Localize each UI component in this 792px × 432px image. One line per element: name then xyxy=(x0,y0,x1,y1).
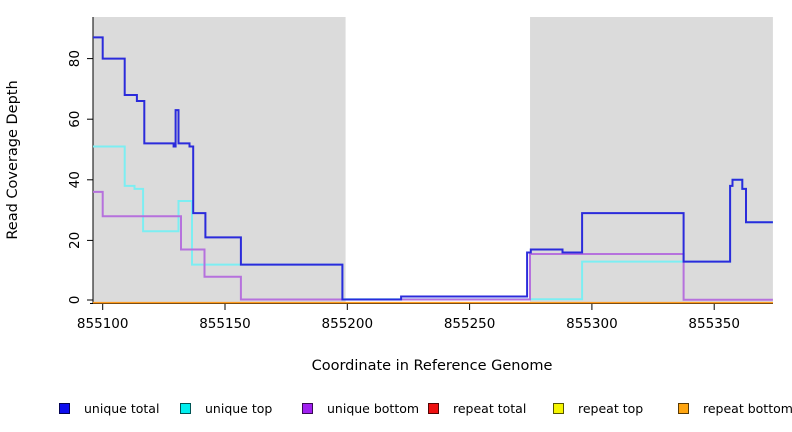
x-tick-label: 855350 xyxy=(688,316,740,332)
y-tick-label: 40 xyxy=(67,171,83,188)
series-lines xyxy=(93,36,773,304)
y-tick-label: 0 xyxy=(67,296,83,305)
x-axis-title: Coordinate in Reference Genome xyxy=(312,358,553,374)
series-line-unique-bottom xyxy=(93,190,773,301)
shaded-region xyxy=(92,17,346,303)
y-tick-label: 80 xyxy=(67,50,83,67)
shaded-region xyxy=(530,17,773,303)
x-tick-label: 855100 xyxy=(77,316,129,332)
x-tick-label: 855250 xyxy=(444,316,496,332)
x-tick-label: 855300 xyxy=(566,316,618,332)
x-tick-label: 855200 xyxy=(322,316,374,332)
y-axis-title: Read Coverage Depth xyxy=(5,80,21,239)
y-tick-label: 60 xyxy=(67,111,83,128)
x-tick-label: 855150 xyxy=(199,316,251,332)
y-tick-label: 20 xyxy=(67,232,83,249)
series-line-unique-total xyxy=(93,36,773,301)
